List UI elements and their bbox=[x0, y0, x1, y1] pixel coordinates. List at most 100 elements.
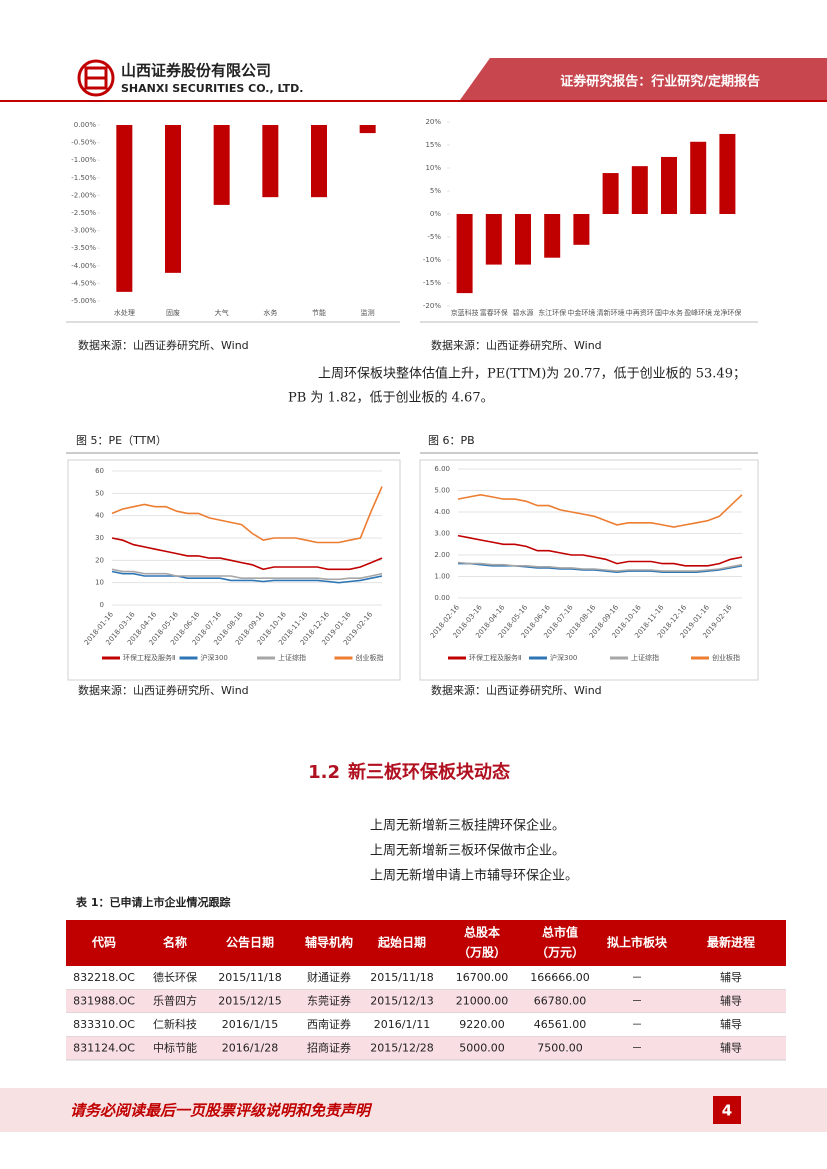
footer-band bbox=[0, 1088, 827, 1132]
x-tick-label: 清新环境 bbox=[597, 308, 625, 317]
y-tick-label: -20% bbox=[423, 302, 441, 310]
table-cell: 66780.00 bbox=[534, 995, 587, 1008]
legend-label: 沪深300 bbox=[201, 653, 228, 662]
x-tick-label: 固废 bbox=[166, 308, 180, 317]
x-tick-label: 富春环保 bbox=[480, 308, 508, 317]
y-tick-label: 5% bbox=[430, 187, 441, 195]
paragraph: 上周环保板块整体估值上升，PE(TTM)为 20.77，低于创业板的 53.49… bbox=[318, 366, 746, 382]
table-cell: 46561.00 bbox=[534, 1018, 587, 1031]
table-cell: 乐普四方 bbox=[153, 994, 197, 1008]
table-cell: 2016/1/28 bbox=[222, 1042, 278, 1055]
table-header: （万股） bbox=[458, 945, 506, 960]
table-header: 最新进程 bbox=[707, 935, 755, 950]
x-tick-label: 水处理 bbox=[114, 308, 135, 317]
table-row bbox=[66, 989, 786, 1013]
x-tick-label: 东江环保 bbox=[538, 308, 566, 317]
figure-caption: 图 6：PB bbox=[428, 434, 475, 447]
y-tick-label: 0 bbox=[100, 601, 104, 609]
y-tick-label: 30 bbox=[95, 534, 104, 542]
x-tick-label: 大气 bbox=[215, 308, 229, 317]
y-tick-label: -10% bbox=[423, 256, 441, 264]
logo bbox=[77, 59, 115, 97]
table-cell: 德长环保 bbox=[153, 970, 197, 984]
y-tick-label: -1.50% bbox=[71, 174, 96, 182]
table-cell: 833310.OC bbox=[73, 1018, 135, 1031]
y-tick-label: 20 bbox=[95, 556, 104, 564]
legend-label: 上证综指 bbox=[278, 653, 306, 662]
table-cell: 5000.00 bbox=[459, 1042, 505, 1055]
bar bbox=[690, 141, 707, 214]
table-header: 代码 bbox=[91, 935, 116, 950]
table-cell: 2015/12/28 bbox=[370, 1042, 433, 1055]
source: 数据来源：山西证券研究所、Wind bbox=[431, 683, 602, 697]
bar bbox=[213, 125, 230, 205]
line bbox=[458, 562, 743, 574]
table-cell: 832218.OC bbox=[73, 971, 135, 984]
table-row bbox=[66, 1036, 786, 1060]
bar bbox=[719, 133, 736, 214]
y-tick-label: 50 bbox=[95, 489, 104, 497]
y-tick-label: -4.00% bbox=[71, 262, 96, 270]
table-cell: － bbox=[632, 1018, 643, 1031]
table-cell: 中标节能 bbox=[153, 1041, 197, 1055]
paragraph: 上周无新增申请上市辅导环保企业。 bbox=[370, 868, 578, 884]
table-cell: 西南证券 bbox=[307, 1017, 351, 1031]
table-cell: 831124.OC bbox=[73, 1042, 135, 1055]
section-title: 新三板环保板块动态 bbox=[348, 761, 510, 783]
bar bbox=[359, 125, 376, 134]
company-name: 山西证券股份有限公司 bbox=[121, 62, 271, 80]
y-tick-label: -3.50% bbox=[71, 244, 96, 252]
line bbox=[111, 486, 383, 544]
table-cell: 2015/12/15 bbox=[218, 995, 281, 1008]
y-tick-label: -4.50% bbox=[71, 279, 96, 287]
y-tick-label: -0.50% bbox=[71, 139, 96, 147]
table-header: 名称 bbox=[163, 935, 187, 950]
x-tick-label: 中金环境 bbox=[567, 308, 595, 317]
bar bbox=[544, 214, 561, 258]
legend-label: 环保工程及服务Ⅱ bbox=[123, 653, 175, 662]
x-tick-label: 京蓝科技 bbox=[451, 308, 479, 317]
y-tick-label: 60 bbox=[95, 467, 104, 475]
y-tick-label: 40 bbox=[95, 512, 104, 520]
line bbox=[111, 570, 383, 584]
table-cell: － bbox=[632, 1042, 643, 1055]
table-header: 总市值 bbox=[542, 925, 578, 940]
y-tick-label: 2.00 bbox=[434, 551, 450, 559]
legend-label: 上证综指 bbox=[631, 653, 659, 662]
bar bbox=[573, 214, 590, 245]
bar bbox=[262, 125, 279, 198]
x-tick-label: 龙净环保 bbox=[713, 308, 741, 317]
y-tick-label: 4.00 bbox=[434, 508, 450, 516]
table-cell: 财通证券 bbox=[307, 970, 351, 984]
y-tick-label: 0% bbox=[430, 210, 441, 218]
x-tick-label: 水务 bbox=[263, 308, 277, 317]
bar bbox=[116, 125, 133, 292]
table-header: 辅导机构 bbox=[305, 935, 353, 950]
y-tick-label: -2.50% bbox=[71, 209, 96, 217]
table-cell: － bbox=[632, 995, 643, 1008]
table-header-bg bbox=[66, 920, 786, 966]
y-tick-label: 10 bbox=[95, 579, 104, 587]
frame bbox=[67, 459, 401, 681]
company-name-en: SHANXI SECURITIES CO., LTD. bbox=[121, 82, 304, 95]
paragraph: 上周无新增新三板挂牌环保企业。 bbox=[370, 818, 565, 834]
table-cell: 辅导 bbox=[720, 970, 742, 984]
table-header: （万元） bbox=[536, 945, 584, 960]
table-cell: 2015/11/18 bbox=[370, 971, 433, 984]
table-cell: 辅导 bbox=[720, 1017, 742, 1031]
legend-label: 创业板指 bbox=[712, 653, 740, 662]
table-cell: 831988.OC bbox=[73, 995, 135, 1008]
x-tick-label: 盈峰环境 bbox=[684, 308, 712, 317]
y-tick-label: 15% bbox=[425, 141, 441, 149]
section-number: 1.2 bbox=[308, 762, 340, 783]
table-header: 总股本 bbox=[464, 925, 500, 940]
y-tick-label: 5.00 bbox=[434, 487, 450, 495]
bar bbox=[311, 125, 327, 198]
x-tick-label: 节能 bbox=[312, 308, 326, 317]
table-cell: 2015/11/18 bbox=[218, 971, 281, 984]
table-cell: 7500.00 bbox=[537, 1042, 583, 1055]
table-cell: 东莞证券 bbox=[307, 994, 351, 1008]
legend-label: 创业板指 bbox=[356, 653, 384, 662]
line bbox=[457, 561, 743, 572]
